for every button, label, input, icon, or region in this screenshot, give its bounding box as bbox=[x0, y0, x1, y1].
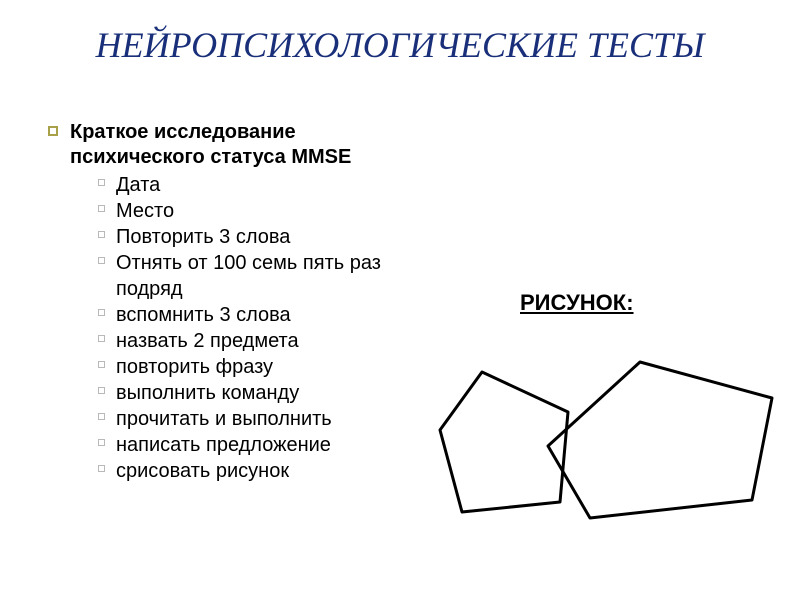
lvl2-text: срисовать рисунок bbox=[116, 460, 289, 482]
lvl2-text: выполнить команду bbox=[116, 382, 299, 404]
inner-list: Дата Место Повторить 3 слова Отнять от 100 … bbox=[70, 172, 408, 484]
list-item: Отнять от 100 семь пять раз подряд bbox=[98, 250, 408, 302]
list-item: Дата bbox=[98, 172, 408, 198]
list-item: назвать 2 предмета bbox=[98, 328, 408, 354]
list-item-lvl1: Краткое исследование психического статус… bbox=[48, 120, 408, 484]
list-item: Место bbox=[98, 198, 408, 224]
content-column: Краткое исследование психического статус… bbox=[48, 120, 408, 486]
list-item: выполнить команду bbox=[98, 380, 408, 406]
list-item: написать предложение bbox=[98, 432, 408, 458]
square-bullet-small-icon bbox=[98, 205, 105, 212]
lvl2-text: повторить фразу bbox=[116, 356, 273, 378]
square-bullet-small-icon bbox=[98, 179, 105, 186]
square-bullet-small-icon bbox=[98, 361, 105, 368]
list-item: повторить фразу bbox=[98, 354, 408, 380]
square-bullet-small-icon bbox=[98, 231, 105, 238]
list-item: прочитать и выполнить bbox=[98, 406, 408, 432]
pentagon-shape bbox=[440, 372, 568, 512]
lvl2-text: прочитать и выполнить bbox=[116, 408, 332, 430]
lvl2-text: Дата bbox=[116, 174, 160, 196]
square-bullet-small-icon bbox=[98, 387, 105, 394]
lvl2-text: Отнять от 100 семь пять раз подряд bbox=[116, 252, 381, 300]
figure-label: РИСУНОК: bbox=[520, 290, 634, 316]
lvl2-text: назвать 2 предмета bbox=[116, 330, 299, 352]
pentagons-svg bbox=[430, 350, 790, 540]
square-bullet-small-icon bbox=[98, 257, 105, 264]
slide: НЕЙРОПСИХОЛОГИЧЕСКИЕ ТЕСТЫ Краткое иссле… bbox=[0, 0, 800, 600]
list-item: Повторить 3 слова bbox=[98, 224, 408, 250]
square-bullet-small-icon bbox=[98, 439, 105, 446]
square-bullet-small-icon bbox=[98, 465, 105, 472]
lvl2-text: Повторить 3 слова bbox=[116, 226, 290, 248]
square-bullet-icon bbox=[48, 126, 58, 136]
lvl2-text: Место bbox=[116, 200, 174, 222]
figure-box bbox=[430, 350, 790, 540]
list-item: вспомнить 3 слова bbox=[98, 302, 408, 328]
outer-list: Краткое исследование психического статус… bbox=[48, 120, 408, 484]
pentagon-shape bbox=[548, 362, 772, 518]
lvl1-text: Краткое исследование психического статус… bbox=[70, 121, 351, 168]
lvl2-text: написать предложение bbox=[116, 434, 331, 456]
lvl2-text: вспомнить 3 слова bbox=[116, 304, 291, 326]
square-bullet-small-icon bbox=[98, 309, 105, 316]
square-bullet-small-icon bbox=[98, 335, 105, 342]
square-bullet-small-icon bbox=[98, 413, 105, 420]
list-item: срисовать рисунок bbox=[98, 458, 408, 484]
page-title: НЕЙРОПСИХОЛОГИЧЕСКИЕ ТЕСТЫ bbox=[36, 24, 764, 66]
